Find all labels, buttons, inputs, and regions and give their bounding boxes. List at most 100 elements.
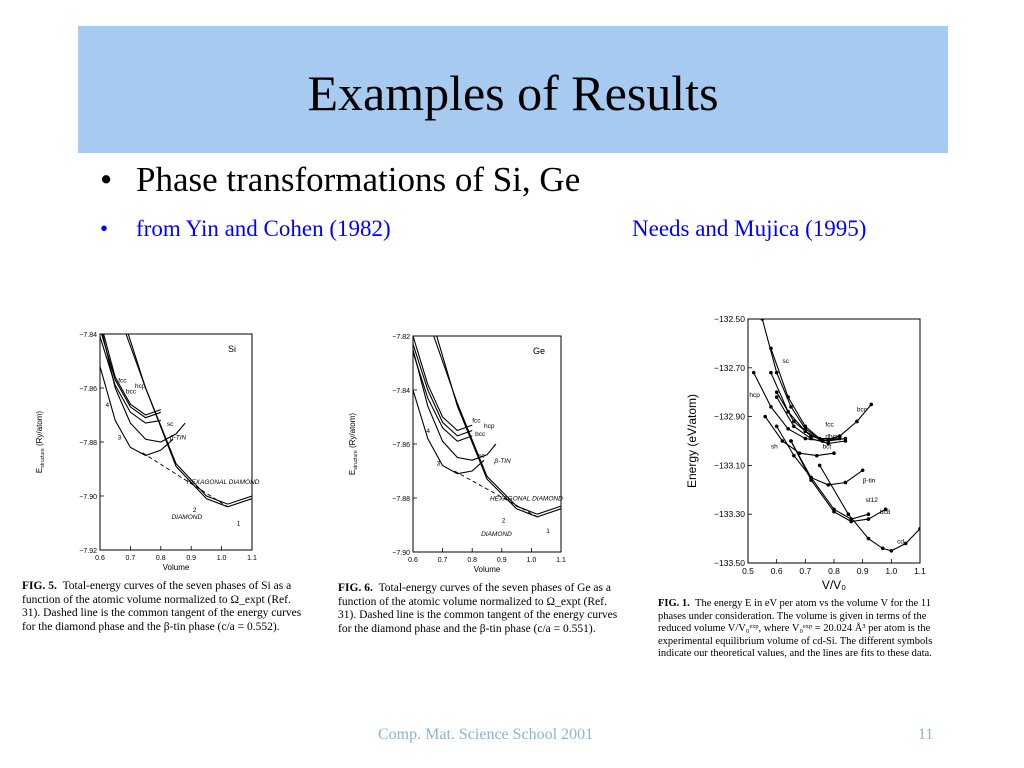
nm-point-bc8 — [809, 478, 813, 482]
nm-point-sc — [789, 405, 793, 409]
nm-point-hcp — [769, 405, 773, 409]
si-series-label-hcp: hcp — [135, 383, 146, 390]
nm-point-bct — [826, 441, 831, 446]
si-series-label-fcc: fcc — [118, 378, 127, 385]
nm-ytick-label: −132.90 — [714, 412, 745, 422]
nm-point-sh — [780, 439, 785, 443]
nm-x-axis-label: V/V₀ — [822, 578, 846, 592]
caption-ge: FIG. 6. Total-energy curves of the seven… — [338, 582, 625, 636]
ge-x-axis-label: Volume — [474, 565, 501, 574]
bullet-main: • Phase transformations of Si, Ge — [100, 160, 580, 200]
nm-point-sh — [832, 451, 836, 455]
si-energy-chart: 0.6 0.7 0.8 0.9 1.0 1.1 −7.84 −7.86 −7.88 −7.90 −7… — [35, 332, 260, 572]
nm-point-tin — [792, 453, 796, 458]
nm-point-tin — [843, 480, 848, 485]
nm-point-bct — [774, 395, 779, 399]
nm-series-st12 — [790, 440, 869, 520]
si-series-label-tin: β-TIN — [169, 434, 187, 441]
nm-point-dhcp — [792, 419, 796, 424]
nm-point-cd — [918, 527, 920, 531]
ge-series-label-fcc: fcc — [472, 417, 481, 424]
slide-title: Examples of Results — [307, 65, 719, 121]
si-series-sc — [101, 334, 186, 443]
nm-series-label-tin: β-tin — [863, 477, 876, 484]
nm-xtick-label: 1.1 — [914, 566, 926, 576]
nm-series-label-fcc: fcc — [825, 421, 834, 428]
ge-series-bcc — [413, 352, 473, 442]
si-x-axis-label: Volume — [163, 563, 190, 572]
nm-series-label-cd: cd — [897, 538, 904, 545]
caption-needs-mujica: FIG. 1. The energy E in eV per atom vs t… — [658, 598, 958, 661]
caption-needs-mujica-text: The energy E in eV per atom vs the volum… — [658, 598, 933, 659]
nm-point-cd — [880, 546, 885, 551]
nm-ytick-label: −133.10 — [714, 460, 745, 470]
si-ytick-label: −7.86 — [79, 386, 97, 393]
si-curve-number: 3 — [118, 434, 122, 441]
nm-y-axis-label: Energy (eV/atom) — [685, 394, 699, 488]
si-series-label-bcc: bcc — [126, 388, 137, 395]
nm-point-hcp — [751, 370, 756, 375]
nm-series-label-sh: sh — [771, 443, 778, 450]
ge-series-label-hcp: hcp — [484, 423, 495, 430]
nm-point-bcc — [769, 346, 773, 351]
nm-point-bc8 — [832, 509, 836, 514]
caption-si-label: FIG. 5. — [22, 580, 57, 592]
ge-series-hexagonal-diamond — [433, 336, 561, 515]
nm-point-bcc — [869, 402, 874, 407]
si-phases-energy-chart: 0.5 0.6 0.7 0.8 0.9 1.0 1.1 −132.50 −132.70 −132.… — [685, 314, 926, 592]
nm-point-bct — [792, 424, 796, 429]
nm-ytick-label: −132.50 — [714, 314, 745, 324]
ge-plot-frame — [412, 335, 562, 553]
si-series-group — [100, 334, 252, 508]
nm-xtick-label: 0.5 — [742, 566, 754, 576]
si-ytick-label: −7.92 — [79, 548, 97, 555]
nm-series-label-sc: sc — [782, 358, 789, 365]
si-xtick-label: 1.0 — [217, 555, 227, 562]
nm-xtick-label: 1.0 — [885, 566, 897, 576]
ge-xtick-label: 0.8 — [467, 557, 477, 564]
ge-xtick-label: 0.6 — [408, 557, 418, 564]
ge-ytick-label: −7.86 — [392, 442, 410, 449]
nm-point-cd — [866, 536, 871, 541]
si-series-hexagonal-diamond — [125, 334, 252, 505]
bullet-main-text: Phase transformations of Si, Ge — [136, 160, 581, 199]
nm-xtick-label: 0.6 — [771, 566, 783, 576]
ge-curve-number: 3 — [437, 461, 441, 468]
caption-ge-label: FIG. 6. — [338, 582, 373, 594]
nm-point-bct — [809, 436, 813, 441]
ge-series-label-hexagonal-diamond: HEXAGONAL DIAMOND — [490, 496, 563, 503]
figure-si: 0.6 0.7 0.8 0.9 1.0 1.1 −7.84 −7.86 −7.88 −7.90 −7… — [22, 328, 282, 578]
si-series-hcp — [101, 334, 161, 419]
nm-point-tin — [826, 483, 831, 487]
bullet-glyph: • — [100, 160, 113, 199]
si-xtick-label: 0.7 — [126, 555, 136, 562]
nm-point-bc8 — [866, 517, 871, 521]
title-band: Examples of Results — [78, 26, 948, 153]
ge-curve-number: 4 — [426, 428, 430, 435]
si-curve-number: 2 — [193, 507, 197, 514]
ge-y-axis-label: Estructure (Ry/atom) — [348, 413, 359, 475]
ge-panel-label: Ge — [533, 346, 545, 356]
si-ytick-label: −7.84 — [79, 332, 97, 339]
nm-point-bct — [843, 439, 848, 443]
citation-yin-cohen: from Yin and Cohen (1982) — [136, 216, 391, 241]
si-series-label-hexagonal-diamond: HEXAGONAL DIAMOND — [187, 479, 260, 486]
nm-ytick-label: −133.50 — [714, 558, 745, 568]
ge-curve-number: 2 — [502, 517, 506, 524]
nm-point-cd — [903, 541, 908, 546]
ge-ytick-label: −7.88 — [392, 496, 410, 503]
ge-series-fcc — [413, 336, 473, 432]
si-y-axis-label: Estructure (Ry/atom) — [35, 411, 46, 473]
si-series-label-sc: sc — [167, 421, 174, 428]
nm-point-bc8 — [789, 439, 793, 443]
ge-series-label-sc: sc — [478, 453, 485, 460]
ge-ytick-label: −7.84 — [392, 388, 410, 395]
si-ytick-label: −7.90 — [79, 494, 97, 501]
nm-point-cd — [846, 512, 851, 516]
nm-series-tin — [776, 426, 864, 486]
nm-point-st12 — [866, 512, 871, 516]
ge-energy-chart: 0.6 0.7 0.8 0.9 1.0 1.1 −7.82 −7.84 −7.86 −7.88 −7… — [348, 334, 566, 574]
nm-series-label-hcp: hcp — [749, 392, 760, 399]
si-curve-number: 1 — [237, 521, 241, 528]
nm-point-bc8 — [883, 507, 888, 512]
